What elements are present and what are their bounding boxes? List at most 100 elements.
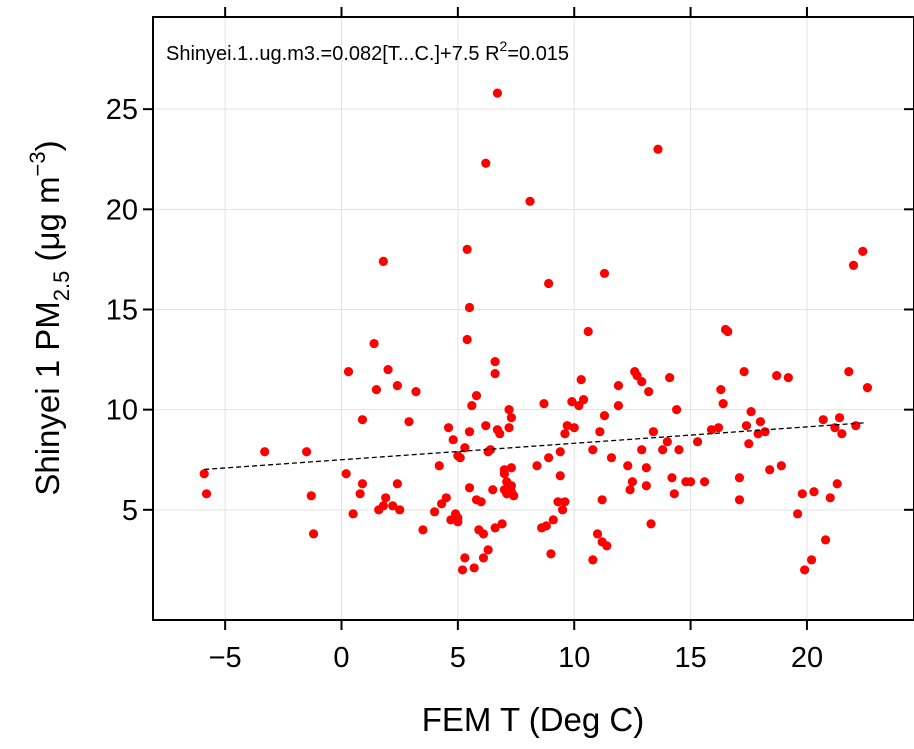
data-point [392,479,402,489]
data-point [499,469,510,479]
data-point [506,413,516,423]
data-point [476,497,486,507]
x-tick-label: 10 [558,642,590,674]
data-point [718,399,728,409]
data-point [448,435,458,445]
data-point [734,495,745,505]
data-point [797,489,807,499]
data-point [404,417,414,427]
data-point [462,244,472,254]
data-point [583,326,593,337]
data-point [776,461,786,471]
data-point [469,563,479,573]
y-tick-label: 10 [106,395,138,427]
x-tick-label: 20 [791,642,823,674]
data-point [471,391,482,401]
data-point [741,421,752,431]
data-point [699,477,710,487]
data-point [627,477,638,487]
data-point [606,453,617,463]
data-point [481,421,491,431]
data-point [648,427,658,437]
grid-lines [153,17,914,620]
data-point [464,483,475,493]
data-point [560,429,570,439]
data-point [418,525,428,535]
data-point [692,437,703,447]
data-point [483,545,493,555]
data-point [492,88,503,98]
data-point [464,302,475,313]
data-point [441,493,451,503]
data-point [504,423,514,433]
data-point [674,445,684,455]
data-point [669,489,679,499]
data-point [488,485,498,495]
data-point [481,158,491,168]
data-point [392,381,402,391]
data-point [820,535,831,545]
data-point [739,366,749,377]
data-point [834,413,845,423]
data-point [509,491,519,501]
data-point [357,415,368,425]
data-point [569,423,579,433]
data-point [862,383,873,393]
data-point [613,401,624,411]
data-point [555,447,565,457]
data-point [541,521,551,531]
data-point [744,439,754,449]
data-point [753,429,763,439]
data-point [544,453,554,463]
data-points [199,88,873,575]
data-point [665,372,675,383]
x-tick-label: 15 [674,642,706,674]
data-point [539,399,549,409]
data-point [825,493,835,503]
data-point [625,485,635,495]
data-point [434,461,444,471]
data-point [544,278,554,289]
data-point [548,515,558,525]
data-point [378,501,388,511]
data-point [497,519,507,529]
data-point [576,375,586,385]
data-point [595,427,605,437]
data-point [546,549,556,559]
data-point [378,256,388,267]
data-point [588,555,598,565]
data-point [395,505,405,515]
x-tick-label: 5 [450,642,466,674]
data-point [818,415,828,425]
data-point [462,334,472,345]
data-point [306,491,316,501]
data-point [429,507,440,517]
data-point [672,405,682,415]
data-point [716,385,726,395]
data-point [457,565,468,575]
data-point [532,461,542,471]
data-point [646,519,656,529]
data-point [653,144,663,154]
data-point [369,338,379,349]
data-point [772,370,782,381]
plot-frame [152,16,914,621]
x-tick-label: −5 [209,642,242,674]
data-point [553,497,563,507]
y-tick-label: 5 [122,495,138,527]
data-point [557,505,568,515]
data-point [637,377,647,387]
data-point [597,495,607,505]
data-point [260,447,270,457]
data-point [832,479,842,489]
x-axis-title: FEM T (Deg C) [422,701,644,738]
data-point [383,364,393,375]
regression-line [204,422,866,471]
data-point [525,196,535,206]
data-point [851,421,861,431]
data-point [348,509,358,519]
data-point [637,445,647,455]
data-point [848,260,859,271]
data-point [490,356,500,367]
